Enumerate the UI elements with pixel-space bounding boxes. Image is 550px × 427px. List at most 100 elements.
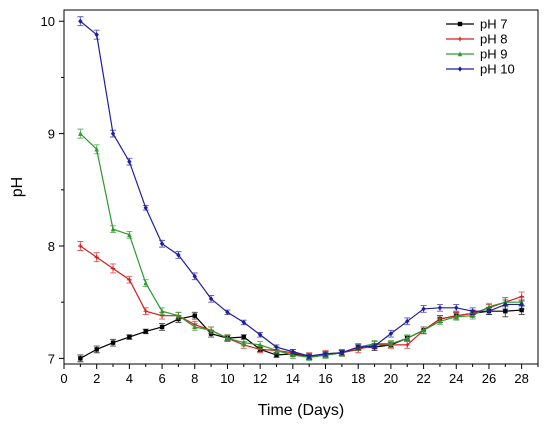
y-tick-label: 9 [48, 127, 55, 142]
data-point [274, 344, 279, 350]
data-point [405, 318, 410, 324]
data-point [421, 306, 426, 312]
x-tick-label: 2 [93, 371, 100, 386]
data-point [110, 340, 116, 345]
data-point [388, 340, 394, 346]
data-point [519, 307, 524, 313]
x-tick-label: 12 [253, 371, 267, 386]
data-point [159, 308, 165, 314]
data-point [257, 332, 263, 338]
data-point [192, 273, 197, 279]
legend-swatch-marker [457, 36, 463, 42]
data-point [94, 255, 99, 260]
y-axis-label: pH [9, 177, 26, 197]
data-point [127, 277, 132, 282]
data-point [143, 205, 148, 211]
data-point [503, 308, 508, 314]
x-tick-label: 10 [220, 371, 234, 386]
data-point [176, 312, 181, 318]
data-point [290, 349, 296, 355]
series-line [79, 20, 522, 357]
series-ph-9 [77, 128, 525, 362]
x-tick-label: 18 [351, 371, 365, 386]
legend-label: pH 9 [480, 47, 507, 62]
series-line [79, 133, 522, 358]
data-point [486, 308, 492, 314]
data-point [437, 305, 443, 311]
x-tick-label: 26 [482, 371, 496, 386]
data-point [159, 241, 165, 247]
data-point [454, 305, 459, 311]
data-point [94, 347, 99, 352]
data-point [470, 308, 475, 314]
data-point [257, 342, 263, 348]
data-point [94, 146, 99, 152]
data-point [421, 327, 426, 333]
plot-frame [63, 9, 539, 365]
x-tick-label: 28 [514, 371, 528, 386]
legend-item: pH 8 [446, 32, 507, 47]
data-point [323, 351, 328, 357]
data-point [127, 159, 132, 165]
data-point [405, 335, 410, 341]
data-point [208, 296, 214, 302]
data-point [110, 266, 116, 271]
y-tick-label: 8 [48, 239, 55, 254]
data-point [388, 331, 394, 337]
x-tick-label: 6 [158, 371, 165, 386]
data-point [192, 313, 197, 318]
data-point [208, 327, 214, 333]
data-point [437, 318, 443, 324]
x-tick-label: 8 [191, 371, 198, 386]
x-axis-ticks: 0 2 4 6 8 10 12 14 16 18 20 22 24 26 28 [60, 364, 539, 386]
data-point [241, 319, 246, 326]
x-tick-label: 24 [449, 371, 463, 386]
data-point [454, 314, 459, 319]
legend: pH 7pH 8pH 9pH 10 [446, 17, 515, 77]
data-point [241, 334, 246, 340]
data-point [306, 353, 312, 359]
data-point [274, 347, 279, 353]
x-tick-label: 14 [286, 371, 300, 386]
data-point [159, 324, 165, 330]
data-point [290, 352, 296, 358]
x-tick-label: 0 [60, 371, 67, 386]
legend-swatch-marker [457, 21, 463, 27]
x-tick-label: 20 [384, 371, 398, 386]
data-point [241, 339, 246, 345]
series-layer [77, 16, 525, 363]
data-point [143, 308, 148, 314]
series-ph-10 [77, 16, 525, 359]
data-point [143, 329, 148, 334]
data-point [94, 32, 99, 38]
legend-label: pH 7 [480, 17, 507, 32]
data-point [339, 350, 345, 356]
legend-label: pH 8 [480, 32, 507, 47]
data-point [127, 231, 132, 237]
data-point [176, 252, 181, 258]
legend-item: pH 9 [446, 47, 507, 62]
data-point [110, 131, 116, 137]
y-axis-ticks: 7 8 9 10 [41, 14, 64, 366]
x-tick-label: 4 [126, 371, 133, 386]
data-point [225, 309, 230, 315]
legend-label: pH 10 [480, 62, 515, 77]
data-point [470, 312, 475, 318]
data-point [519, 301, 524, 308]
data-point [78, 356, 83, 361]
legend-item: pH 10 [446, 62, 515, 77]
data-point [274, 352, 279, 358]
legend-swatch-marker [457, 51, 463, 57]
y-tick-label: 10 [41, 14, 55, 29]
legend-swatch-marker [457, 66, 463, 72]
legend-item: pH 7 [446, 17, 507, 32]
data-point [225, 335, 230, 341]
y-tick-label: 7 [48, 351, 55, 366]
data-point [78, 243, 83, 249]
x-tick-label: 16 [318, 371, 332, 386]
data-point [372, 343, 377, 349]
data-point [78, 130, 83, 136]
data-point [78, 18, 83, 24]
